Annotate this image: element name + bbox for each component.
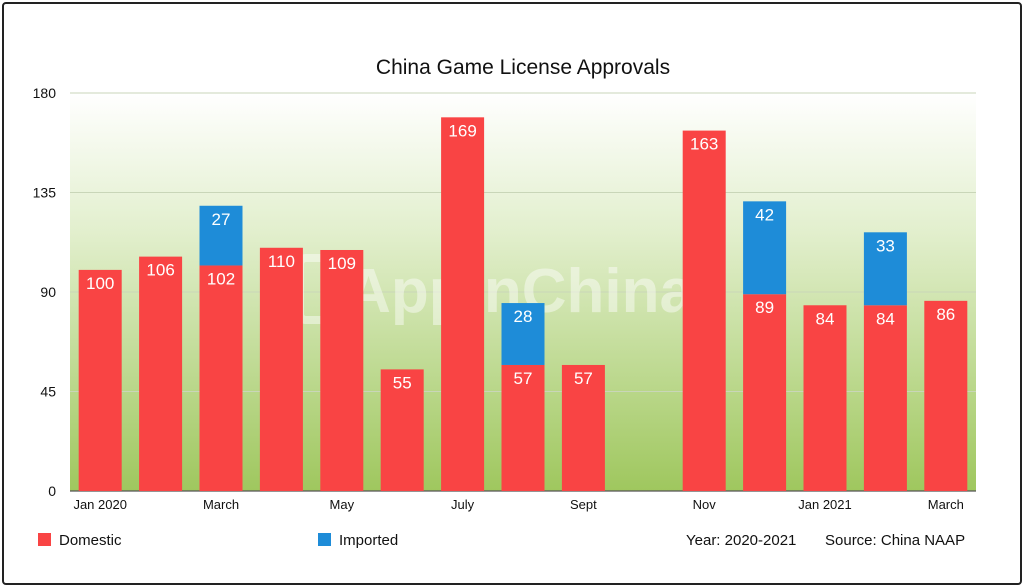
bar-domestic — [803, 305, 847, 491]
bar-domestic — [561, 364, 605, 491]
bar-value-label: 28 — [514, 307, 533, 326]
bar-value-label: 110 — [268, 252, 295, 271]
bar-value-label: 86 — [936, 305, 955, 324]
bar-domestic — [380, 369, 424, 491]
source-annotation: Source: China NAAP — [825, 532, 965, 549]
x-tick-label: March — [928, 497, 964, 512]
x-tick-label: Jan 2021 — [798, 497, 852, 512]
bar-value-label: 84 — [816, 309, 835, 328]
x-tick-label: March — [203, 497, 239, 512]
bar-domestic — [320, 249, 364, 491]
x-tick-label: May — [330, 497, 355, 512]
x-tick-label: Sept — [570, 497, 597, 512]
bar-imported — [501, 303, 545, 365]
bar-value-label: 169 — [448, 121, 476, 140]
bar-domestic — [501, 364, 545, 491]
bar-value-label: 57 — [514, 369, 533, 388]
bar-value-label: 109 — [328, 254, 356, 273]
bar-value-label: 55 — [393, 373, 412, 392]
bar-value-label: 57 — [574, 369, 593, 388]
bar-domestic — [139, 256, 183, 491]
y-tick-label: 45 — [40, 384, 56, 400]
bar-domestic — [682, 130, 726, 492]
bar-imported — [199, 205, 243, 266]
bar-value-label: 27 — [212, 210, 231, 229]
bar-domestic — [924, 300, 968, 491]
year-annotation: Year: 2020-2021 — [686, 532, 796, 549]
bar-domestic — [78, 269, 122, 491]
bar-value-label: 89 — [755, 298, 774, 317]
bar-value-label: 33 — [876, 236, 895, 255]
bar-value-label: 100 — [86, 274, 114, 293]
y-tick-label: 180 — [33, 85, 57, 101]
bar-domestic — [441, 117, 485, 492]
bar-value-label: 84 — [876, 309, 895, 328]
bar-imported — [863, 232, 907, 306]
bar-domestic — [259, 247, 303, 491]
legend-swatch — [318, 533, 331, 546]
x-tick-label: Nov — [693, 497, 717, 512]
bar-value-label: 102 — [207, 269, 235, 288]
bar-domestic — [199, 265, 243, 491]
y-tick-label: 0 — [48, 483, 56, 499]
x-tick-label: Jan 2020 — [73, 497, 127, 512]
bar-value-label: 42 — [755, 205, 774, 224]
legend-label: Domestic — [59, 532, 122, 549]
y-tick-label: 90 — [40, 284, 56, 300]
legend-label: Imported — [339, 532, 398, 549]
y-tick-label: 135 — [33, 185, 57, 201]
legend-swatch — [38, 533, 51, 546]
bar-domestic — [743, 294, 787, 491]
x-tick-label: July — [451, 497, 475, 512]
bar-imported — [743, 201, 787, 295]
bar-value-label: 163 — [690, 135, 718, 154]
chart-title: China Game License Approvals — [376, 56, 670, 79]
bar-domestic — [863, 305, 907, 491]
bar-value-label: 106 — [146, 261, 174, 280]
